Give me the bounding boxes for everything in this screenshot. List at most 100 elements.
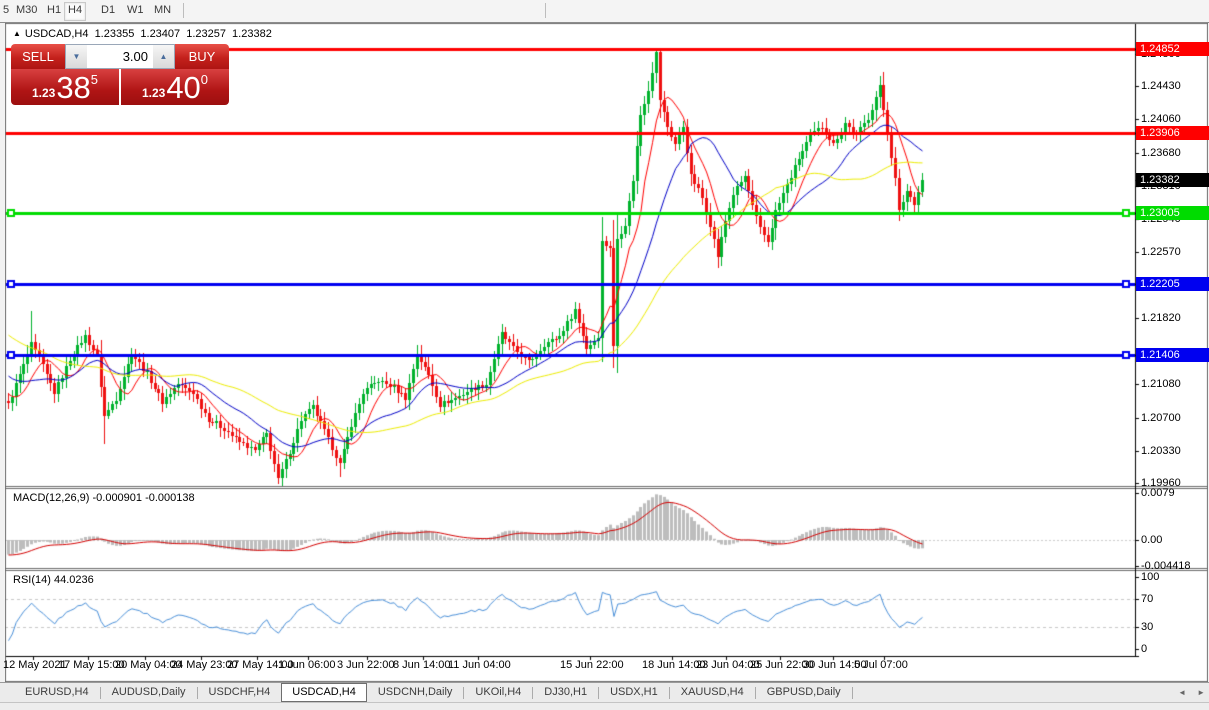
price-line-label: 1.21406 (1136, 348, 1209, 362)
time-axis-label: 1 Jun 06:00 (278, 659, 336, 671)
axis-tick-label: 0.00 (1141, 534, 1163, 546)
toolbar-separator (183, 3, 184, 18)
ohlc-low: 1.23257 (186, 28, 226, 40)
axis-tick-label: 1.20700 (1141, 412, 1181, 424)
buy-price-prefix: 1.23 (141, 86, 166, 100)
macd-value: -0.000901 (92, 492, 143, 504)
axis-tick-label: 1.21080 (1141, 378, 1181, 390)
timeframe-button-h1[interactable]: H1 (47, 4, 62, 16)
macd-indicator-label: MACD(12,26,9) -0.000901 -0.000138 (13, 492, 195, 504)
toolbar-separator (545, 3, 546, 18)
sell-price-prefix: 1.23 (31, 86, 56, 100)
tab-usdx-h1[interactable]: USDX,H1 (610, 686, 658, 698)
chevron-up-icon: ▲ (159, 52, 168, 61)
symbol-tab-bar: EURUSD,H4 AUDUSD,Daily USDCHF,H4 USDCAD,H4 U… (0, 682, 1209, 702)
chart-info-line: ▲ USDCAD,H4 1.23355 1.23407 1.23257 1.233… (13, 28, 275, 40)
chart-symbol: USDCAD,H4 (24, 28, 89, 40)
volume-stepper: ▼ 3.00 ▲ (65, 44, 175, 69)
timeframe-toolbar: 5 M30 H1 H4 D1 W1 MN (0, 0, 1209, 23)
status-bar (0, 702, 1209, 710)
time-axis-label: 24 May 23:00 (171, 659, 238, 671)
buy-price-sup: 0 (200, 72, 209, 87)
tab-scroll-right-icon[interactable]: ► (1197, 688, 1205, 697)
axis-tick-label: 1.24430 (1141, 80, 1181, 92)
tab-separator (196, 686, 198, 699)
tab-audusd-daily[interactable]: AUDUSD,Daily (111, 686, 186, 698)
tab-separator (851, 686, 853, 699)
tab-xauusd-h4[interactable]: XAUUSD,H4 (680, 686, 744, 698)
time-axis-label: 30 Jun 14:00 (803, 659, 867, 671)
trade-buttons-row: SELL ▼ 3.00 ▲ BUY (11, 44, 229, 70)
axis-tick-label: 1.20330 (1141, 445, 1181, 457)
timeframe-button-mn[interactable]: MN (154, 4, 172, 16)
axis-tick-label: 1.19960 (1141, 477, 1181, 489)
current-price-label: 1.23382 (1136, 173, 1209, 187)
rsi-value: 44.0236 (53, 574, 94, 586)
one-click-trading-panel: SELL ▼ 3.00 ▲ BUY 1.23 38 5 1.23 40 0 (11, 44, 229, 105)
timeframe-button-h4[interactable]: H4 (64, 2, 87, 21)
chevron-down-icon: ▼ (72, 52, 81, 61)
timeframe-button-w1[interactable]: W1 (127, 4, 144, 16)
axis-tick-label: 70 (1141, 593, 1154, 605)
volume-increase-button[interactable]: ▲ (153, 45, 174, 68)
price-line-label: 1.22205 (1136, 277, 1209, 291)
axis-tick-label: 0 (1141, 643, 1148, 655)
tab-separator (668, 686, 670, 699)
time-axis-label: 20 May 04:00 (115, 659, 182, 671)
tab-gbpusd-daily[interactable]: GBPUSD,Daily (766, 686, 841, 698)
trade-prices-row: 1.23 38 5 1.23 40 0 (11, 69, 229, 105)
timeframe-button-d1[interactable]: D1 (101, 4, 116, 16)
timeframe-button-5[interactable]: 5 (3, 4, 10, 16)
time-axis-label: 23 Jun 04:00 (696, 659, 760, 671)
axis-tick-label: 30 (1141, 621, 1154, 633)
collapse-icon: ▲ (13, 29, 21, 38)
tab-dj30-h1[interactable]: DJ30,H1 (544, 686, 588, 698)
axis-tick-label: 1.21820 (1141, 312, 1181, 324)
tab-separator (532, 686, 534, 699)
axis-tick-label: -0.004418 (1141, 560, 1191, 572)
sell-price-big: 38 (56, 69, 91, 105)
tab-eurusd-h4[interactable]: EURUSD,H4 (25, 686, 89, 698)
tab-usdcnh-daily[interactable]: USDCNH,Daily (377, 686, 453, 698)
sell-button[interactable]: SELL (11, 44, 65, 70)
sell-price-panel[interactable]: 1.23 38 5 (11, 69, 119, 105)
price-line-label: 1.23906 (1136, 126, 1209, 140)
tab-separator (754, 686, 756, 699)
axis-tick-label: 1.22570 (1141, 246, 1181, 258)
tab-scroll-left-icon[interactable]: ◄ (1178, 688, 1187, 697)
volume-input[interactable]: 3.00 (87, 45, 153, 68)
price-line-label: 1.23005 (1136, 206, 1209, 220)
time-axis-label: 5 Jul 07:00 (854, 659, 908, 671)
ohlc-high: 1.23407 (140, 28, 181, 40)
time-axis-label: 3 Jun 22:00 (337, 659, 395, 671)
chart-canvas[interactable] (5, 23, 1208, 682)
chart-window: ▲ USDCAD,H4 1.23355 1.23407 1.23257 1.233… (3, 23, 1209, 682)
volume-decrease-button[interactable]: ▼ (66, 45, 87, 68)
axis-tick-label: 1.24060 (1141, 113, 1181, 125)
macd-signal-value: -0.000138 (145, 492, 195, 504)
tab-separator (99, 686, 101, 699)
buy-price-big: 40 (166, 69, 201, 105)
tab-separator (598, 686, 600, 699)
tab-usdcad-h4[interactable]: USDCAD,H4 (281, 683, 367, 702)
axis-tick-label: 1.23680 (1141, 147, 1181, 159)
timeframe-button-m30[interactable]: M30 (16, 4, 38, 16)
time-axis-label: 15 Jun 22:00 (560, 659, 624, 671)
time-axis-label: 27 May 14:00 (227, 659, 294, 671)
axis-tick-label: 100 (1141, 571, 1160, 583)
time-axis-label: 17 May 15:00 (58, 659, 125, 671)
axis-tick-label: 0.0079 (1141, 487, 1175, 499)
time-axis-label: 8 Jun 14:00 (393, 659, 451, 671)
tab-usdchf-h4[interactable]: USDCHF,H4 (208, 686, 271, 698)
tab-scroll-arrows: ◄ ► (1178, 683, 1205, 702)
tab-ukoil-h4[interactable]: UKOil,H4 (475, 686, 522, 698)
sell-price-sup: 5 (90, 72, 99, 87)
time-axis-label: 25 Jun 22:00 (750, 659, 814, 671)
rsi-indicator-label: RSI(14) 44.0236 (13, 574, 94, 586)
ohlc-close: 1.23382 (232, 28, 272, 40)
buy-price-panel[interactable]: 1.23 40 0 (121, 69, 229, 105)
time-axis-label: 11 Jun 04:00 (448, 659, 511, 671)
buy-button[interactable]: BUY (175, 44, 229, 70)
time-axis-label: 12 May 2021 (3, 659, 67, 671)
